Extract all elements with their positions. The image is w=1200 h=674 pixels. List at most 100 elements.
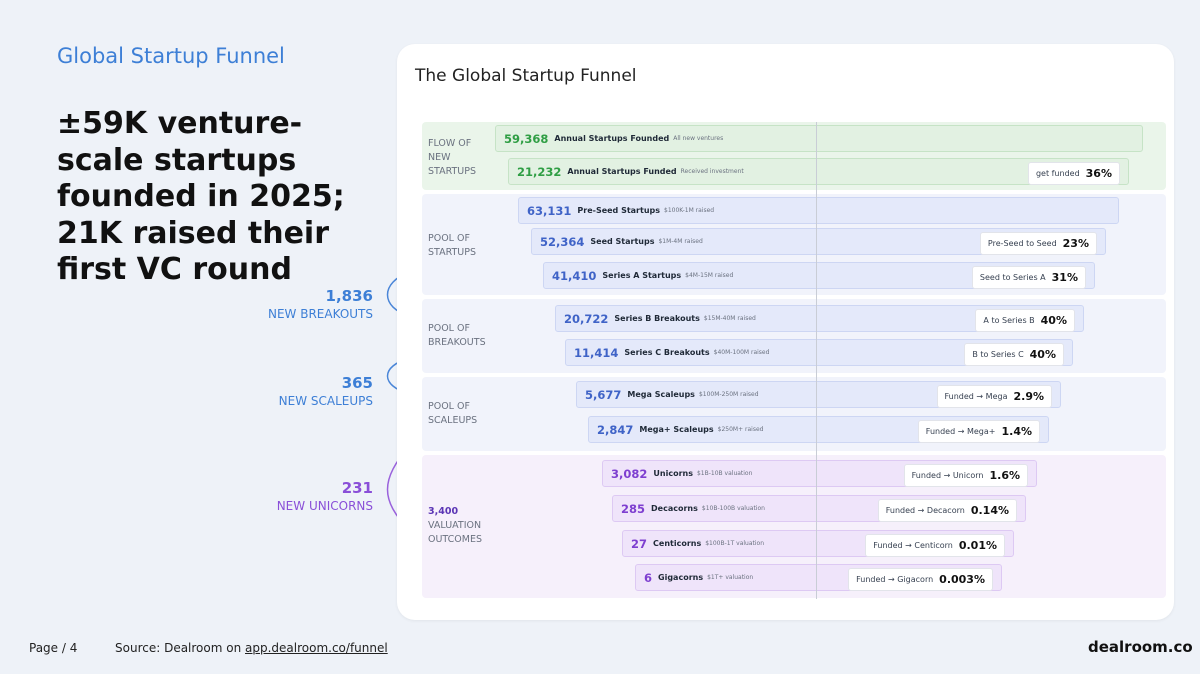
- conversion-badge: Funded → Mega+ 1.4%: [917, 420, 1040, 443]
- funnel-group-label-text: POOL OF BREAKOUTS: [428, 323, 486, 348]
- side-stat-value: 231: [341, 479, 373, 497]
- funnel-bar-value: 20,722: [564, 311, 609, 326]
- funnel-bar-detail: $100K-1M raised: [664, 207, 715, 214]
- funnel-bar-detail: $250M+ raised: [717, 426, 764, 433]
- funnel-bar-detail: $100M-250M raised: [698, 391, 759, 398]
- conversion-label: Seed to Series A: [979, 273, 1046, 282]
- conversion-label: get funded: [1035, 169, 1080, 178]
- funnel-bar-detail: $40M-100M raised: [713, 349, 770, 356]
- conversion-badge: Funded → Decacorn 0.14%: [877, 499, 1017, 522]
- funnel-group-label: POOL OF STARTUPS: [428, 232, 496, 260]
- conversion-rate: 0.003%: [939, 573, 985, 586]
- funnel-bar: 11,414 Series C Breakouts $40M-100M raised…: [565, 339, 1073, 366]
- funnel-bar: 20,722 Series B Breakouts $15M-40M raised A…: [555, 305, 1084, 332]
- conversion-rate: 23%: [1062, 237, 1089, 250]
- funnel-group-label: POOL OF SCALEUPS: [428, 400, 496, 428]
- funnel-bar-name: Gigacorns: [658, 573, 704, 582]
- funnel-bar-detail: $10B-100B valuation: [701, 505, 765, 512]
- funnel-bar: 5,677 Mega Scaleups $100M-250M raised Funde…: [576, 381, 1061, 408]
- funnel-group-label: FLOW OF NEW STARTUPS: [428, 137, 496, 179]
- funnel-bar-value: 5,677: [585, 387, 622, 402]
- page-number: Page / 4: [29, 641, 78, 655]
- funnel-group-label: 3,400 VALUATION OUTCOMES: [428, 505, 496, 547]
- funnel-group-label-text: VALUATION OUTCOMES: [428, 520, 483, 545]
- funnel-bar-name: Pre-Seed Startups: [577, 206, 661, 215]
- conversion-label: Funded → Mega+: [925, 427, 996, 436]
- funnel-bar-value: 3,082: [611, 466, 648, 481]
- conversion-label: Funded → Centicorn: [873, 541, 953, 550]
- side-stat-unicorns: 231 NEW UNICORNS: [73, 479, 373, 513]
- conversion-label: B to Series C: [972, 350, 1024, 359]
- conversion-badge: get funded 36%: [1027, 162, 1120, 185]
- conversion-badge: A to Series B 40%: [975, 309, 1075, 332]
- conversion-rate: 36%: [1085, 167, 1112, 180]
- conversion-badge: Funded → Unicorn 1.6%: [903, 464, 1028, 487]
- funnel-bar-value: 21,232: [517, 164, 562, 179]
- funnel-bar: 285 Decacorns $10B-100B valuation Funded → …: [612, 495, 1026, 522]
- conversion-label: Funded → Decacorn: [885, 506, 965, 515]
- funnel-bar-detail: $1M-4M raised: [658, 238, 703, 245]
- funnel-bar: 6 Gigacorns $1T+ valuation Funded → Gigacor…: [635, 564, 1002, 591]
- funnel-bar-value: 27: [631, 536, 648, 551]
- chart-title: The Global Startup Funnel: [415, 66, 637, 86]
- funnel-bar: 52,364 Seed Startups $1M-4M raised Pre-Seed…: [531, 228, 1106, 255]
- kicker-title: Global Startup Funnel: [57, 44, 285, 68]
- side-stat-label: NEW SCALEUPS: [278, 394, 373, 408]
- funnel-bar-name: Centicorns: [653, 539, 702, 548]
- brand-logo: dealroom.co: [1088, 638, 1193, 656]
- funnel-bar-detail: $4M-15M raised: [685, 272, 734, 279]
- side-stat-label: NEW UNICORNS: [276, 499, 373, 513]
- funnel-group-label-text: POOL OF STARTUPS: [428, 233, 477, 258]
- funnel-bar-name: Series A Startups: [602, 271, 682, 280]
- funnel-bar-name: Seed Startups: [590, 237, 655, 246]
- source-note: Source: Dealroom on app.dealroom.co/funn…: [115, 641, 388, 655]
- funnel-bar-name: Series B Breakouts: [614, 314, 700, 323]
- funnel-bar-detail: $100B-1T valuation: [705, 540, 765, 547]
- conversion-rate: 2.9%: [1013, 390, 1044, 403]
- side-stat-value: 365: [341, 374, 373, 392]
- conversion-label: Funded → Mega: [944, 392, 1008, 401]
- conversion-rate: 0.14%: [970, 504, 1009, 517]
- source-link[interactable]: app.dealroom.co/funnel: [245, 641, 388, 655]
- funnel-bar-value: 285: [621, 501, 646, 516]
- conversion-label: Pre-Seed to Seed: [987, 239, 1057, 248]
- funnel-bar-detail: Received investment: [680, 168, 744, 175]
- conversion-badge: Pre-Seed to Seed 23%: [979, 232, 1097, 255]
- side-stat-label: NEW BREAKOUTS: [268, 307, 373, 321]
- funnel-bar-name: Mega+ Scaleups: [639, 425, 714, 434]
- funnel-bar-name: Mega Scaleups: [627, 390, 695, 399]
- funnel-bar: 41,410 Series A Startups $4M-15M raised See…: [543, 262, 1095, 289]
- conversion-badge: Funded → Mega 2.9%: [936, 385, 1052, 408]
- conversion-label: Funded → Unicorn: [911, 471, 984, 480]
- funnel-bar: 63,131 Pre-Seed Startups $100K-1M raised: [518, 197, 1119, 224]
- side-stat-breakouts: 1,836 NEW BREAKOUTS: [73, 287, 373, 321]
- funnel-bar-value: 59,368: [504, 131, 549, 146]
- side-stat-value: 1,836: [325, 287, 373, 305]
- funnel-bar: 3,082 Unicorns $1B-10B valuation Funded → U…: [602, 460, 1037, 487]
- funnel-bar: 21,232 Annual Startups Funded Received inv…: [508, 158, 1129, 185]
- conversion-badge: Funded → Gigacorn 0.003%: [848, 568, 993, 591]
- funnel-bar-name: Annual Startups Founded: [554, 134, 670, 143]
- funnel-bar-name: Unicorns: [653, 469, 693, 478]
- funnel-bar-value: 52,364: [540, 234, 585, 249]
- funnel-bar-detail: $1B-10B valuation: [696, 470, 753, 477]
- headline: ±59K venture-scale startups founded in 2…: [57, 106, 345, 287]
- funnel-bar-name: Annual Startups Funded: [567, 167, 677, 176]
- funnel-group-label-text: FLOW OF NEW STARTUPS: [428, 138, 477, 177]
- funnel-bar-detail: All new ventures: [673, 135, 724, 142]
- conversion-label: A to Series B: [983, 316, 1035, 325]
- conversion-label: Funded → Gigacorn: [856, 575, 934, 584]
- source-prefix: Source: Dealroom on: [115, 641, 246, 655]
- funnel-group-label-text: POOL OF SCALEUPS: [428, 401, 478, 426]
- conversion-rate: 1.4%: [1001, 425, 1032, 438]
- funnel-bar-value: 41,410: [552, 268, 597, 283]
- funnel-bar-value: 63,131: [527, 203, 572, 218]
- center-guide-line: [816, 122, 817, 599]
- funnel-bar-name: Series C Breakouts: [624, 348, 710, 357]
- funnel-group-label: POOL OF BREAKOUTS: [428, 322, 496, 350]
- funnel-bar: 59,368 Annual Startups Founded All new ven…: [495, 125, 1143, 152]
- side-stat-scaleups: 365 NEW SCALEUPS: [73, 374, 373, 408]
- conversion-badge: Seed to Series A 31%: [971, 266, 1086, 289]
- funnel-bar-value: 6: [644, 570, 653, 585]
- conversion-rate: 1.6%: [989, 469, 1020, 482]
